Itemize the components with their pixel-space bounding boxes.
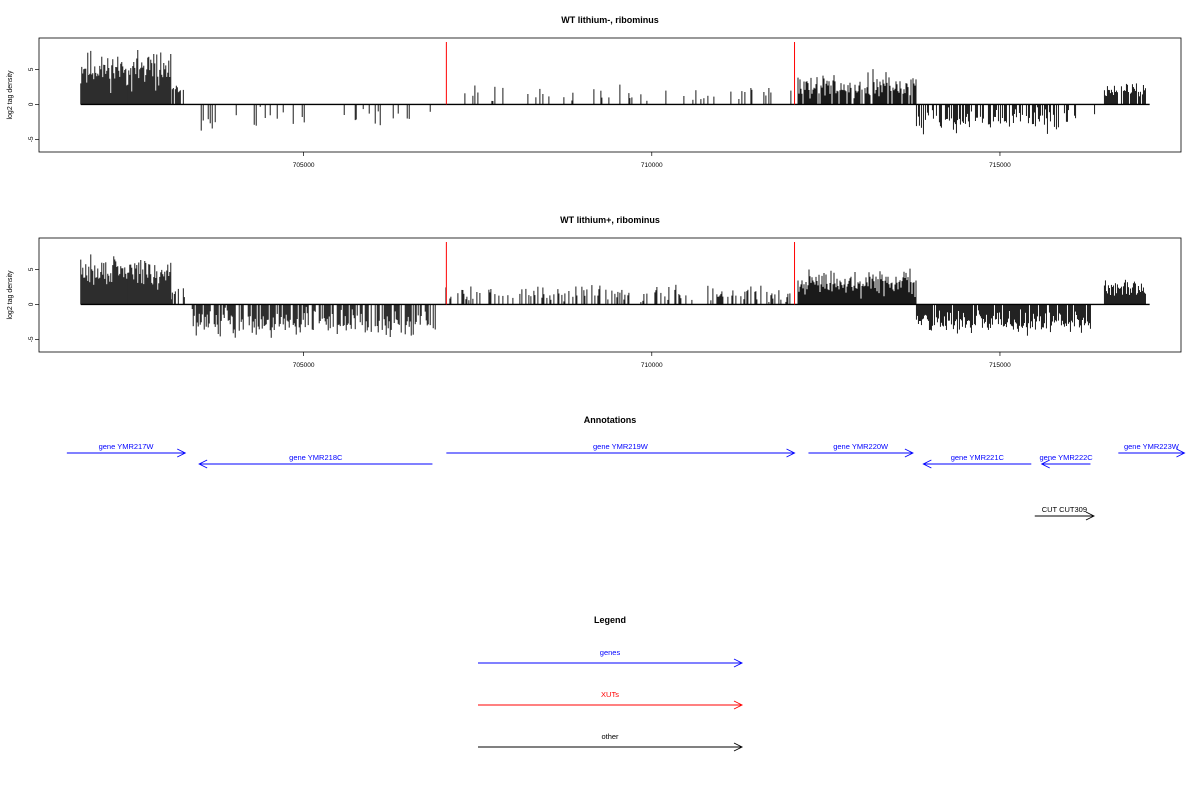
legend-title: Legend [594, 615, 626, 625]
y-tick-label: 0 [28, 102, 35, 106]
arrow-head [1176, 448, 1186, 458]
annotation-feature: CUT CUT309 [1034, 505, 1095, 521]
arrow-head [733, 658, 744, 668]
arrow-head [1085, 511, 1095, 521]
feature-label: gene YMR221C [951, 453, 1005, 462]
plot-frame [38, 37, 1182, 153]
legend-label: genes [600, 648, 621, 657]
x-tick-label: 710000 [641, 362, 663, 369]
axis-ticks: 705000 710000 715000 -5 0 5 [28, 267, 1011, 369]
legend-item: other [478, 732, 744, 752]
legend-item: genes [478, 648, 744, 668]
annotation-feature: gene YMR223W [1118, 442, 1186, 458]
feature-label: gene YMR220W [833, 442, 889, 451]
arrow-head [733, 700, 744, 710]
legend-label: XUTs [601, 690, 619, 699]
track-panel-lithium-plus: WT lithium+, ribominus log2 tag density … [7, 215, 1182, 369]
signal-bars [80, 50, 1150, 135]
y-axis-label: log2 tag density [7, 70, 14, 120]
annotation-features: gene YMR217W gene YMR218C gene YMR219W gene… [66, 442, 1186, 521]
annotation-feature: gene YMR220W [808, 442, 914, 458]
legend: Legend genes XUTs other [478, 615, 744, 752]
annotation-feature: gene YMR217W [66, 442, 187, 458]
signal-bars [80, 254, 1150, 338]
y-tick-label: -5 [28, 336, 35, 342]
y-axis-label: log2 tag density [7, 270, 14, 320]
arrow-head [1040, 459, 1050, 469]
annotation-feature: gene YMR219W [446, 442, 796, 458]
annotations-title: Annotations [584, 415, 637, 425]
feature-label: gene YMR219W [593, 442, 649, 451]
legend-items: genes XUTs other [478, 648, 744, 752]
arrow-head [904, 448, 914, 458]
plot-frame [38, 237, 1182, 353]
feature-label: gene YMR223W [1124, 442, 1180, 451]
x-tick-label: 715000 [989, 362, 1011, 369]
feature-label: gene YMR222C [1039, 453, 1093, 462]
legend-item: XUTs [478, 690, 744, 710]
feature-label: CUT CUT309 [1042, 505, 1087, 514]
track-title: WT lithium-, ribominus [561, 15, 659, 25]
feature-label: gene YMR217W [99, 442, 155, 451]
x-tick-label: 710000 [641, 162, 663, 169]
arrow-head [922, 459, 932, 469]
annotation-feature: gene YMR218C [198, 453, 433, 469]
track-panel-lithium-minus: WT lithium-, ribominus log2 tag density … [7, 15, 1182, 169]
arrow-head [733, 742, 744, 752]
arrow-head [786, 448, 796, 458]
track-title: WT lithium+, ribominus [560, 215, 660, 225]
annotation-feature: gene YMR221C [922, 453, 1032, 469]
x-tick-label: 705000 [293, 362, 315, 369]
y-tick-label: 5 [28, 67, 35, 71]
arrow-head [177, 448, 187, 458]
y-tick-label: 0 [28, 302, 35, 306]
xut-markers [445, 242, 796, 305]
x-tick-label: 715000 [989, 162, 1011, 169]
y-tick-label: 5 [28, 267, 35, 271]
annotation-feature: gene YMR222C [1039, 453, 1093, 469]
x-tick-label: 705000 [293, 162, 315, 169]
arrow-head [198, 459, 208, 469]
feature-label: gene YMR218C [289, 453, 343, 462]
legend-label: other [601, 732, 619, 741]
xut-markers [445, 42, 796, 105]
axis-ticks: 705000 710000 715000 -5 0 5 [28, 67, 1011, 169]
y-tick-label: -5 [28, 136, 35, 142]
